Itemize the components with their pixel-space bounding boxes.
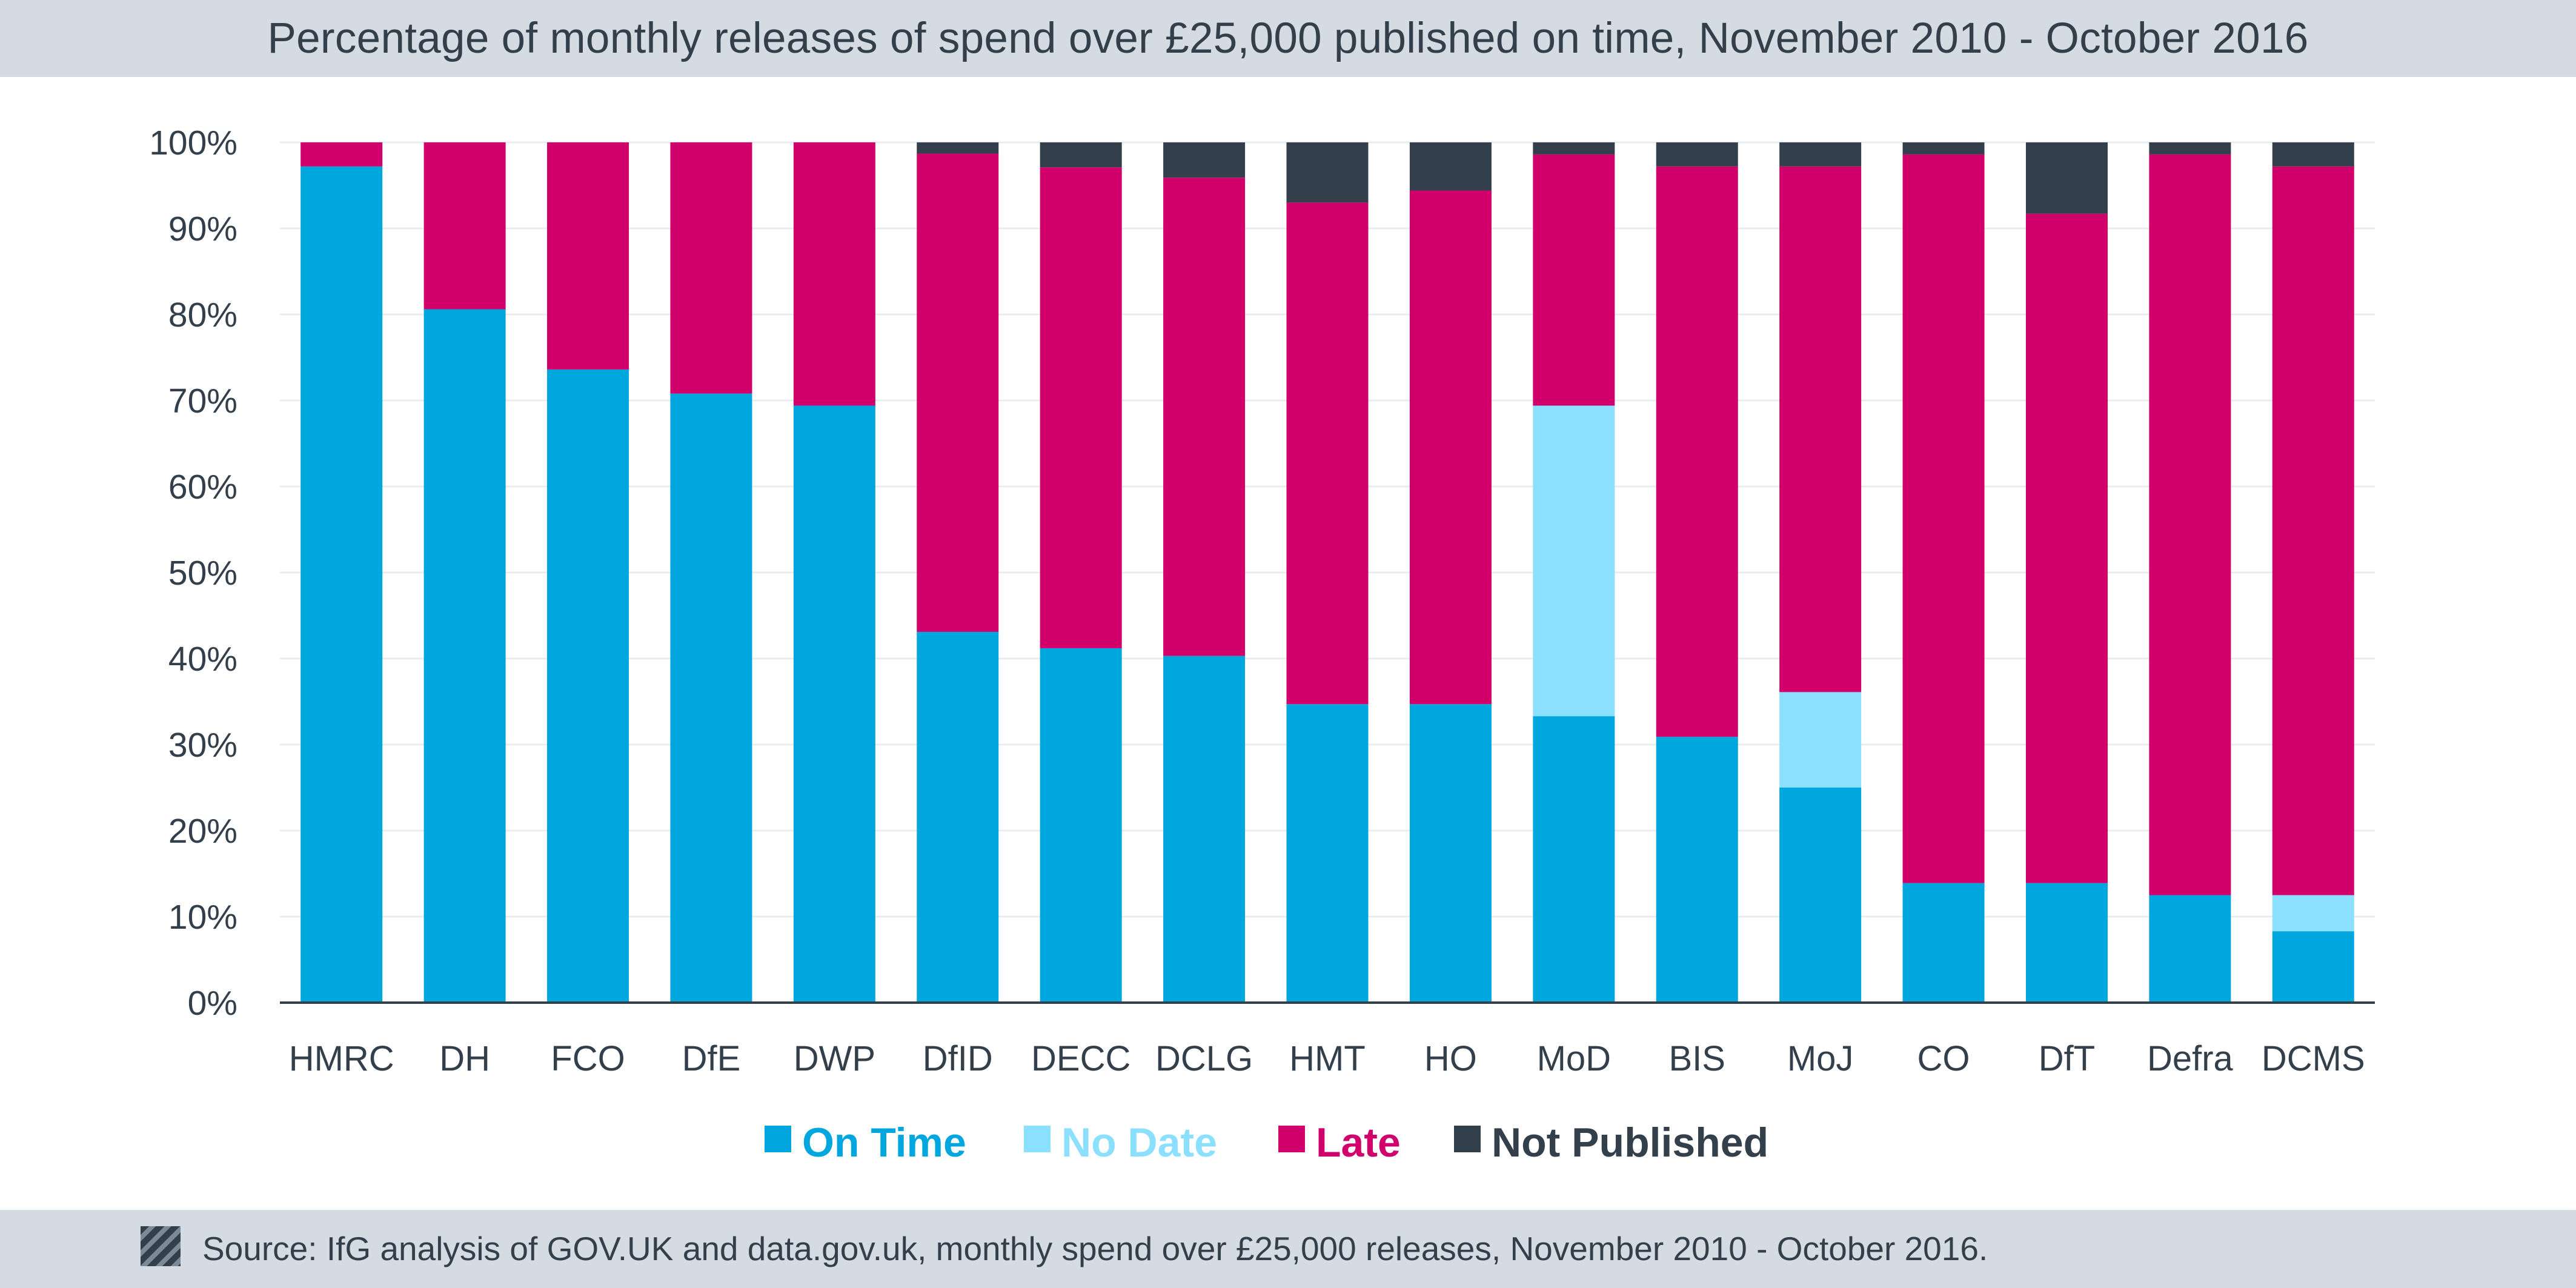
bar-segment <box>2149 895 2231 1003</box>
bar-segment <box>2025 883 2108 1003</box>
bar-segment <box>793 405 875 1003</box>
y-tick-label: 0% <box>188 984 237 1023</box>
x-tick-label: HMRC <box>289 1039 394 1078</box>
legend-label: No Date <box>1061 1120 1217 1166</box>
bar-segment <box>1409 142 1492 191</box>
bar-segment <box>1409 190 1492 705</box>
bar-segment <box>1040 648 1122 1003</box>
x-tick-label: FCO <box>551 1039 625 1078</box>
bar-segment <box>2272 142 2354 167</box>
bar-segment <box>1656 737 1738 1003</box>
legend-swatch <box>1278 1126 1305 1152</box>
bar-segment <box>1533 716 1615 1003</box>
source-note: Source: IfG analysis of GOV.UK and data.… <box>202 1230 1988 1267</box>
y-tick-label: 40% <box>168 640 237 679</box>
bar-segment <box>2025 142 2108 214</box>
bar-segment <box>547 369 629 1003</box>
x-tick-label: DWP <box>794 1039 875 1078</box>
bar-segment <box>793 142 875 406</box>
x-tick-label: DfID <box>923 1039 993 1078</box>
x-tick-label: DCMS <box>2262 1039 2365 1078</box>
title-band <box>0 0 2576 77</box>
bar-segment <box>670 142 752 394</box>
bar-segment <box>1533 154 1615 406</box>
y-tick-label: 20% <box>168 812 237 851</box>
source-icon <box>141 1226 181 1266</box>
y-tick-label: 90% <box>168 210 237 248</box>
bar-segment <box>2272 895 2354 932</box>
bar-segment <box>1040 167 1122 648</box>
bar-segment <box>1040 142 1122 168</box>
bar-segment <box>423 142 506 310</box>
bar-segment <box>2025 213 2108 883</box>
bar-segment <box>1656 166 1738 737</box>
chart-title: Percentage of monthly releases of spend … <box>267 15 2309 62</box>
x-tick-label: BIS <box>1668 1039 1725 1078</box>
y-tick-label: 100% <box>149 124 237 162</box>
x-tick-label: HO <box>1424 1039 1477 1078</box>
axes: 0% 10% 20% 30% 40% 50% 60% 70% 80% 90% 100% HMRC DH F… <box>149 124 2375 1078</box>
y-tick-label: 30% <box>168 726 237 765</box>
bar-segment <box>1902 142 1985 154</box>
y-tick-label: 60% <box>168 468 237 506</box>
bar-segment <box>547 142 629 370</box>
bar-segment <box>2149 142 2231 154</box>
x-tick-label: MoJ <box>1787 1039 1854 1078</box>
bar-segment <box>670 393 752 1003</box>
legend-swatch <box>1454 1126 1481 1152</box>
bar-segment <box>300 142 383 167</box>
bar-segment <box>423 309 506 1003</box>
source-band <box>0 1210 2576 1288</box>
x-tick-label: Defra <box>2147 1039 2234 1078</box>
x-tick-label: DH <box>439 1039 490 1078</box>
bar-segment <box>2272 931 2354 1003</box>
legend-swatch <box>765 1126 791 1152</box>
bar-segment <box>1533 142 1615 154</box>
legend-label: On Time <box>802 1120 966 1166</box>
bar-segment <box>1163 178 1246 656</box>
bar-segment <box>1286 142 1369 203</box>
bar-segment <box>1656 142 1738 167</box>
x-tick-label: HMT <box>1289 1039 1366 1078</box>
stacked-bar-chart: 0% 10% 20% 30% 40% 50% 60% 70% 80% 90% 100% HMRC DH F… <box>149 124 2375 1166</box>
bar-segment <box>1286 704 1369 1003</box>
legend: On Time No Date Late Not Published <box>765 1120 1768 1166</box>
x-tick-label: DfT <box>2039 1039 2095 1078</box>
bar-segment <box>1902 154 1985 883</box>
bar-segment <box>1163 656 1246 1003</box>
x-tick-label: DCLG <box>1155 1039 1253 1078</box>
bar-segment <box>1779 788 1862 1003</box>
y-tick-label: 80% <box>168 296 237 334</box>
x-tick-label: DECC <box>1031 1039 1130 1078</box>
bar-segment <box>1533 405 1615 717</box>
bar-segment <box>1163 142 1246 178</box>
bar-segment <box>1779 692 1862 788</box>
bar-segment <box>1286 202 1369 705</box>
x-tick-label: CO <box>1917 1039 1970 1078</box>
bar-segment <box>917 153 999 632</box>
bar-segment <box>300 166 383 1003</box>
y-tick-label: 50% <box>168 554 237 593</box>
bar-segment <box>917 142 999 154</box>
y-tick-label: 10% <box>168 898 237 937</box>
bar-segment <box>1902 883 1985 1003</box>
bar-segment <box>1779 142 1862 167</box>
bars <box>300 142 2354 1003</box>
bar-segment <box>1779 166 1862 692</box>
bar-segment <box>2272 166 2354 895</box>
legend-label: Late <box>1316 1120 1401 1166</box>
y-tick-label: 70% <box>168 382 237 420</box>
legend-label: Not Published <box>1492 1120 1768 1166</box>
bar-segment <box>917 631 999 1003</box>
bar-segment <box>1409 704 1492 1003</box>
x-tick-label: MoD <box>1537 1039 1611 1078</box>
bar-segment <box>2149 154 2231 895</box>
legend-swatch <box>1024 1126 1051 1152</box>
x-tick-label: DfE <box>682 1039 741 1078</box>
